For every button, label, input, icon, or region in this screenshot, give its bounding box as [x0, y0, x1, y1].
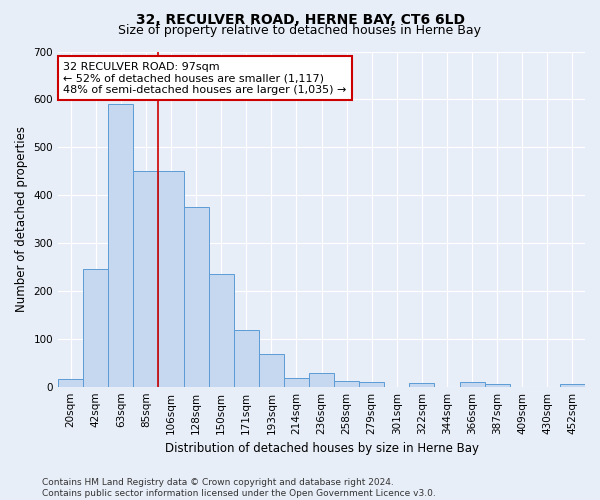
Text: Contains HM Land Registry data © Crown copyright and database right 2024.
Contai: Contains HM Land Registry data © Crown c…	[42, 478, 436, 498]
Bar	[133, 171, 158, 386]
Bar	[158, 171, 184, 386]
Bar	[233, 330, 259, 386]
Bar	[284, 378, 309, 386]
Bar	[83, 270, 108, 386]
Bar	[409, 383, 434, 386]
Text: Size of property relative to detached houses in Herne Bay: Size of property relative to detached ho…	[119, 24, 482, 37]
Bar	[58, 380, 83, 386]
Bar	[108, 104, 133, 387]
Y-axis label: Number of detached properties: Number of detached properties	[15, 126, 28, 312]
Text: 32, RECULVER ROAD, HERNE BAY, CT6 6LD: 32, RECULVER ROAD, HERNE BAY, CT6 6LD	[136, 12, 464, 26]
Bar	[334, 382, 359, 386]
Bar	[560, 384, 585, 386]
X-axis label: Distribution of detached houses by size in Herne Bay: Distribution of detached houses by size …	[164, 442, 479, 455]
Bar	[184, 207, 209, 386]
Bar	[485, 384, 510, 386]
Bar	[460, 382, 485, 386]
Text: 32 RECULVER ROAD: 97sqm
← 52% of detached houses are smaller (1,117)
48% of semi: 32 RECULVER ROAD: 97sqm ← 52% of detache…	[64, 62, 347, 95]
Bar	[209, 274, 233, 386]
Bar	[309, 374, 334, 386]
Bar	[259, 354, 284, 386]
Bar	[359, 382, 384, 386]
